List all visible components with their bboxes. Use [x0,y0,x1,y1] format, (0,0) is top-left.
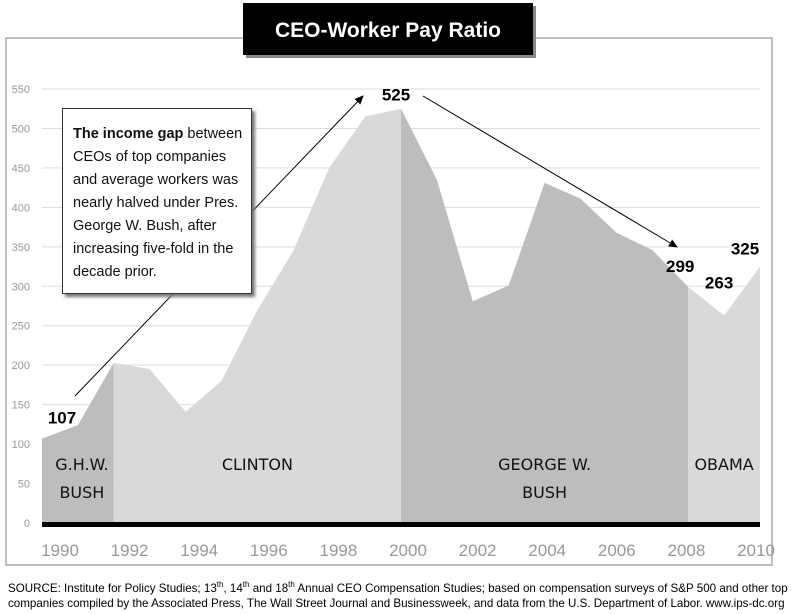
chart-title: CEO-Worker Pay Ratio [275,19,501,42]
y-tick-label: 100 [12,439,30,451]
x-tick-label: 2010 [737,541,775,560]
x-tick-label: 1998 [319,541,357,560]
x-tick-label: 2000 [389,541,427,560]
title-box [243,3,533,55]
footer-sup: th [288,580,295,589]
footer-text: SOURCE: Institute for Policy Studies; 13 [8,581,217,595]
footer-text: and 18 [249,581,289,595]
area-segment-0 [42,362,114,523]
x-tick-label: 1996 [250,541,288,560]
era-label: BUSH [522,483,567,502]
footer-sup: th [216,580,224,589]
annotation-bold: The income gap [73,126,184,142]
era-label: OBAMA [694,455,753,474]
y-tick-label: 150 [12,400,30,412]
area-segment-2 [401,108,689,524]
x-axis-baseline [42,522,760,527]
y-tick-label: 550 [12,84,30,96]
footer-text: Annual CEO Compensation Studies; based o… [294,581,788,595]
data-label: 263 [705,273,733,292]
x-tick-label: 2008 [667,541,705,560]
data-label: 299 [666,257,694,276]
footer-text: , 14 [223,581,243,595]
x-tick-label: 2004 [528,541,566,560]
y-tick-label: 0 [24,518,30,530]
y-tick-label: 400 [12,202,30,214]
y-tick-label: 50 [18,479,30,491]
era-label: GEORGE W. [498,455,591,474]
data-label: 107 [48,409,76,428]
source-footer: SOURCE: Institute for Policy Studies; 13… [8,577,798,611]
x-tick-label: 2002 [459,541,497,560]
y-tick-label: 200 [12,360,30,372]
era-label: CLINTON [222,455,293,474]
x-tick-label: 1994 [180,541,218,560]
data-label: 325 [731,240,759,259]
x-tick-label: 2006 [598,541,636,560]
annotation-text: between CEOs of top companies and averag… [73,126,243,280]
era-label: G.H.W. [55,455,108,474]
y-tick-label: 450 [12,163,30,175]
x-tick-label: 1990 [41,541,79,560]
data-label: 525 [382,86,410,105]
area-segment-1 [113,108,402,524]
footer-sup: th [242,580,250,589]
x-tick-label: 1992 [111,541,149,560]
annotation-box: The income gap between CEOs of top compa… [62,108,252,294]
area-segment-3 [688,266,760,523]
footer-text: companies compiled by the Associated Pre… [8,596,785,610]
era-label: BUSH [59,483,104,502]
y-tick-label: 300 [12,281,30,293]
y-tick-label: 350 [12,242,30,254]
y-tick-label: 250 [12,321,30,333]
y-tick-label: 500 [12,123,30,135]
arrow-down-annotation [422,95,678,248]
